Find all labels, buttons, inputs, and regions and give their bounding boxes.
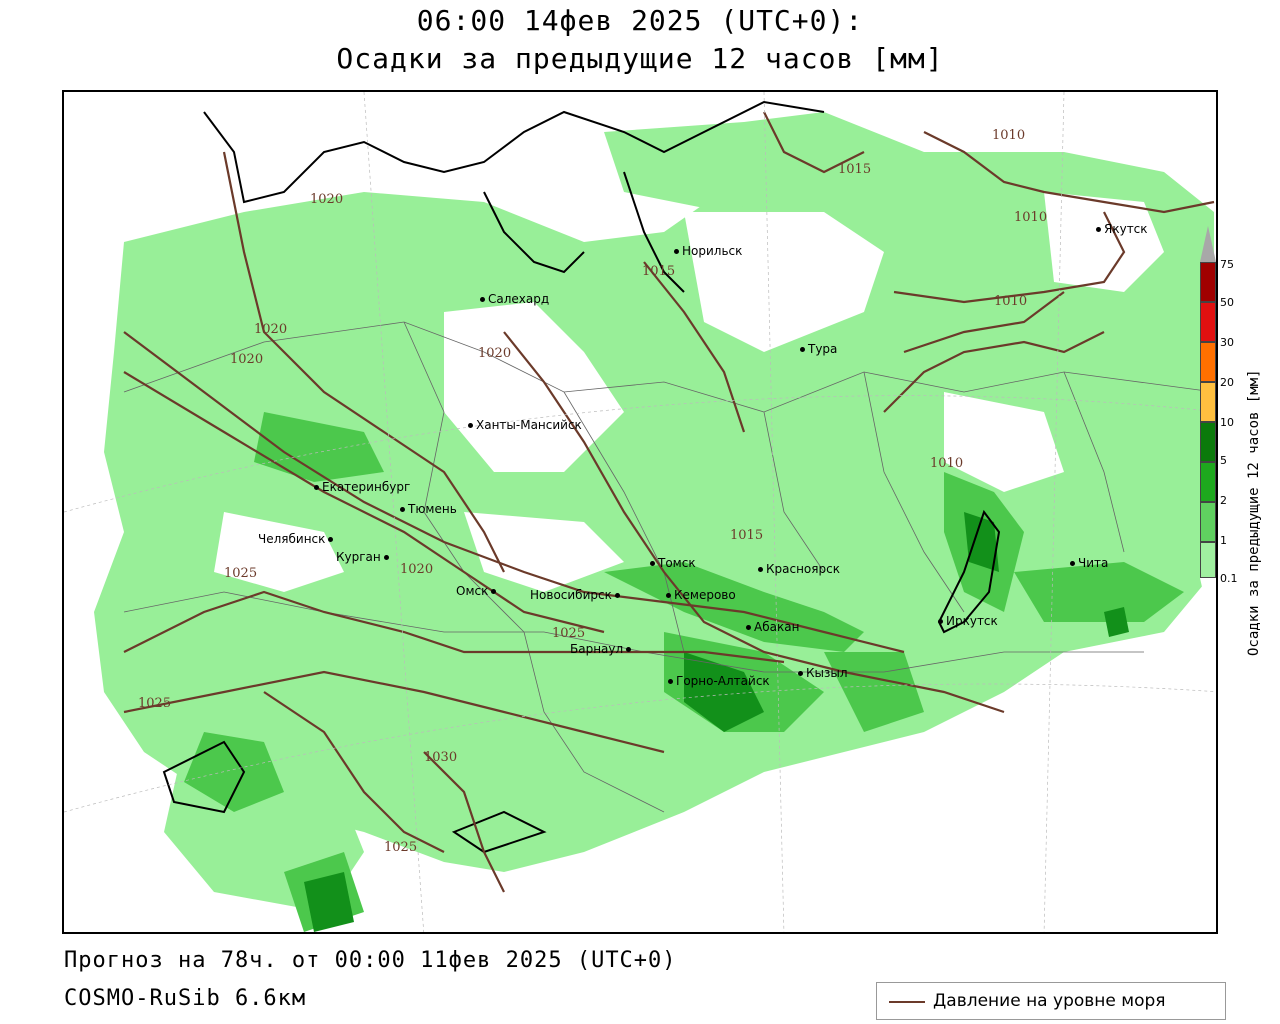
city-kemerovo: Кемерово bbox=[666, 588, 736, 602]
city-tura: Тура bbox=[800, 342, 837, 356]
colorbar-segment bbox=[1200, 502, 1216, 542]
precipitation-map: Норильск Якутск Салехард Тура Ханты-Манс… bbox=[62, 90, 1218, 934]
region-borders bbox=[123, 321, 1215, 813]
city-barnaul: Барнаул bbox=[570, 642, 634, 656]
colorbar-tick: 2 bbox=[1220, 494, 1227, 507]
map-title-variable: Осадки за предыдущие 12 часов [мм] bbox=[336, 42, 944, 75]
colorbar-tick: 10 bbox=[1220, 416, 1234, 429]
colorbar-tick: 1 bbox=[1220, 534, 1227, 547]
precip-heavy-areas bbox=[304, 512, 1129, 932]
city-chita: Чита bbox=[1070, 556, 1108, 570]
map-graphics bbox=[64, 92, 1216, 932]
precip-gaps bbox=[214, 192, 1164, 592]
isobar-label: 1020 bbox=[310, 192, 344, 207]
isobar-label: 1025 bbox=[138, 696, 172, 711]
isobar-label: 1025 bbox=[384, 840, 418, 855]
city-norilsk: Норильск bbox=[674, 244, 742, 258]
city-tomsk: Томск bbox=[650, 556, 696, 570]
city-chelyabinsk: Челябинск bbox=[258, 532, 336, 546]
colorbar-label: Осадки за предыдущие 12 часов [мм] bbox=[1246, 369, 1262, 656]
isobar-label: 1015 bbox=[838, 162, 872, 177]
model-name: COSMO-RuSib 6.6км bbox=[64, 986, 307, 1011]
colorbar-tick: 50 bbox=[1220, 296, 1234, 309]
city-khanty-mansiysk: Ханты-Мансийск bbox=[468, 418, 582, 432]
isobar-label: 1010 bbox=[992, 128, 1026, 143]
city-krasnoyarsk: Красноярск bbox=[758, 562, 840, 576]
pressure-legend-label: Давление на уровне моря bbox=[933, 991, 1166, 1011]
isobar-label: 1010 bbox=[994, 294, 1028, 309]
pressure-legend-line bbox=[889, 1001, 925, 1003]
isobar-label: 1020 bbox=[478, 346, 512, 361]
colorbar-overflow-arrow bbox=[1200, 226, 1216, 262]
city-kurgan: Курган bbox=[336, 550, 392, 564]
isobar-label: 1020 bbox=[254, 322, 288, 337]
isobar-label: 1015 bbox=[730, 528, 764, 543]
precip-colorbar: 0.1 1 2 5 10 20 30 50 75 bbox=[1200, 226, 1270, 626]
forecast-info: Прогноз на 78ч. от 00:00 11фев 2025 (UTC… bbox=[64, 948, 677, 973]
colorbar-underflow-arrow bbox=[1200, 578, 1216, 614]
city-abakan: Абакан bbox=[746, 620, 799, 634]
city-irkutsk: Иркутск bbox=[938, 614, 998, 628]
isobar-label: 1010 bbox=[930, 456, 964, 471]
graticule bbox=[64, 92, 1216, 932]
colorbar-tick: 75 bbox=[1220, 258, 1234, 271]
isobar-label: 1020 bbox=[400, 562, 434, 577]
pressure-legend: Давление на уровне моря bbox=[876, 982, 1226, 1020]
colorbar-tick: 5 bbox=[1220, 454, 1227, 467]
isobars bbox=[123, 111, 1215, 893]
colorbar-segment bbox=[1200, 302, 1216, 342]
isobar-label: 1020 bbox=[230, 352, 264, 367]
city-gorno-altaysk: Горно-Алтайск bbox=[668, 674, 770, 688]
colorbar-tick: 30 bbox=[1220, 336, 1234, 349]
city-kyzyl: Кызыл bbox=[798, 666, 848, 680]
colorbar-segment bbox=[1200, 262, 1216, 302]
city-tyumen: Тюмень bbox=[400, 502, 457, 516]
colorbar-segment bbox=[1200, 342, 1216, 382]
isobar-label: 1025 bbox=[552, 626, 586, 641]
city-omsk: Омск bbox=[456, 584, 499, 598]
city-salekhard: Салехард bbox=[480, 292, 549, 306]
isobar-label: 1010 bbox=[1014, 210, 1048, 225]
city-ekaterinburg: Екатеринбург bbox=[314, 480, 410, 494]
coastlines bbox=[162, 100, 1001, 854]
colorbar-segment bbox=[1200, 542, 1216, 578]
colorbar-segment bbox=[1200, 462, 1216, 502]
isobar-label: 1030 bbox=[424, 750, 458, 765]
colorbar-segment bbox=[1200, 382, 1216, 422]
map-title-time: 06:00 14фев 2025 (UTC+0): bbox=[416, 4, 864, 37]
isobar-label: 1025 bbox=[224, 566, 258, 581]
city-novosibirsk: Новосибирск bbox=[530, 588, 623, 602]
colorbar-tick: 0.1 bbox=[1220, 572, 1238, 585]
isobar-label: 1015 bbox=[642, 264, 676, 279]
colorbar-segment bbox=[1200, 422, 1216, 462]
colorbar-tick: 20 bbox=[1220, 376, 1234, 389]
city-yakutsk: Якутск bbox=[1096, 222, 1148, 236]
